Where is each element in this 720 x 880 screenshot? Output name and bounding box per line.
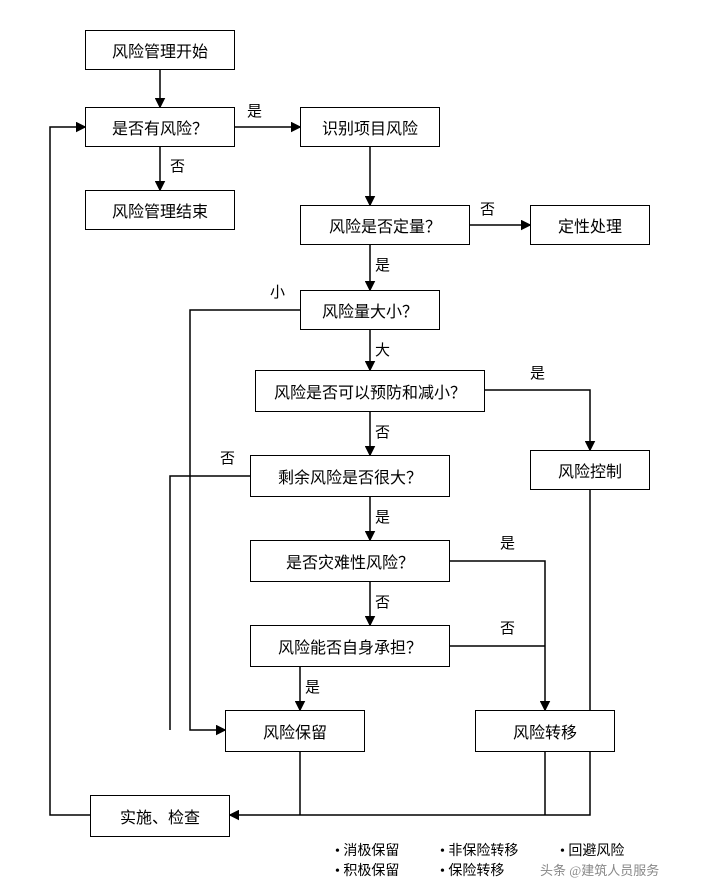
node-label: 是否有风险？ [112,115,208,139]
edge-label: 否 [375,591,390,612]
node-n_transfer: 风险转移 [475,710,615,752]
node-n_control: 风险控制 [530,450,650,490]
edge-label: 否 [500,617,515,638]
footer-bullet: • 非保险转移 [440,840,518,860]
node-label: 风险管理开始 [112,38,208,62]
node-n_end: 风险管理结束 [85,190,235,230]
attribution: 头条 @建筑人员服务 [540,860,659,879]
edge-label: 小 [270,281,285,302]
node-label: 风险转移 [513,719,577,743]
edge-label: 是 [305,676,320,697]
footer-bullet: • 积极保留 [335,860,399,880]
node-label: 风险能否自身承担？ [278,634,422,658]
edge [170,476,250,730]
edge-label: 是 [375,506,390,527]
edge-label: 是 [247,100,262,121]
edge-label: 否 [480,198,495,219]
node-n_start: 风险管理开始 [85,30,235,70]
node-label: 风险控制 [558,458,622,482]
node-label: 风险管理结束 [112,198,208,222]
footer-bullet: • 保险转移 [440,860,504,880]
node-n_size: 风险量大小？ [300,290,440,330]
node-label: 风险保留 [263,719,327,743]
edge-label: 否 [375,421,390,442]
node-label: 是否灾难性风险？ [286,549,414,573]
node-label: 风险量大小？ [322,298,418,322]
node-label: 实施、检查 [120,804,200,828]
node-label: 识别项目风险 [322,115,418,139]
node-label: 剩余风险是否很大？ [278,464,422,488]
footer-bullet: • 回避风险 [560,840,624,860]
node-label: 风险是否可以预防和减小？ [274,379,466,403]
node-n_keep: 风险保留 [225,710,365,752]
node-n_cata: 是否灾难性风险？ [250,540,450,582]
node-n_check: 实施、检查 [90,795,230,837]
edge-label: 是 [530,362,545,383]
node-n_isQuant: 风险是否定量？ [300,205,470,245]
node-n_hasRisk: 是否有风险？ [85,107,235,147]
footer-bullet: • 消极保留 [335,840,399,860]
node-label: 风险是否定量？ [329,213,441,237]
edge-label: 否 [220,447,235,468]
edge [450,561,545,710]
node-label: 定性处理 [558,213,622,237]
edge-label: 是 [375,254,390,275]
edge-label: 否 [170,155,185,176]
edge [50,127,90,815]
edge [485,390,590,450]
node-n_residual: 剩余风险是否很大？ [250,455,450,497]
node-n_self: 风险能否自身承担？ [250,625,450,667]
edge-label: 大 [375,339,390,360]
node-n_prevent: 风险是否可以预防和减小？ [255,370,485,412]
node-n_qual: 定性处理 [530,205,650,245]
edge-label: 是 [500,532,515,553]
node-n_identify: 识别项目风险 [300,107,440,147]
